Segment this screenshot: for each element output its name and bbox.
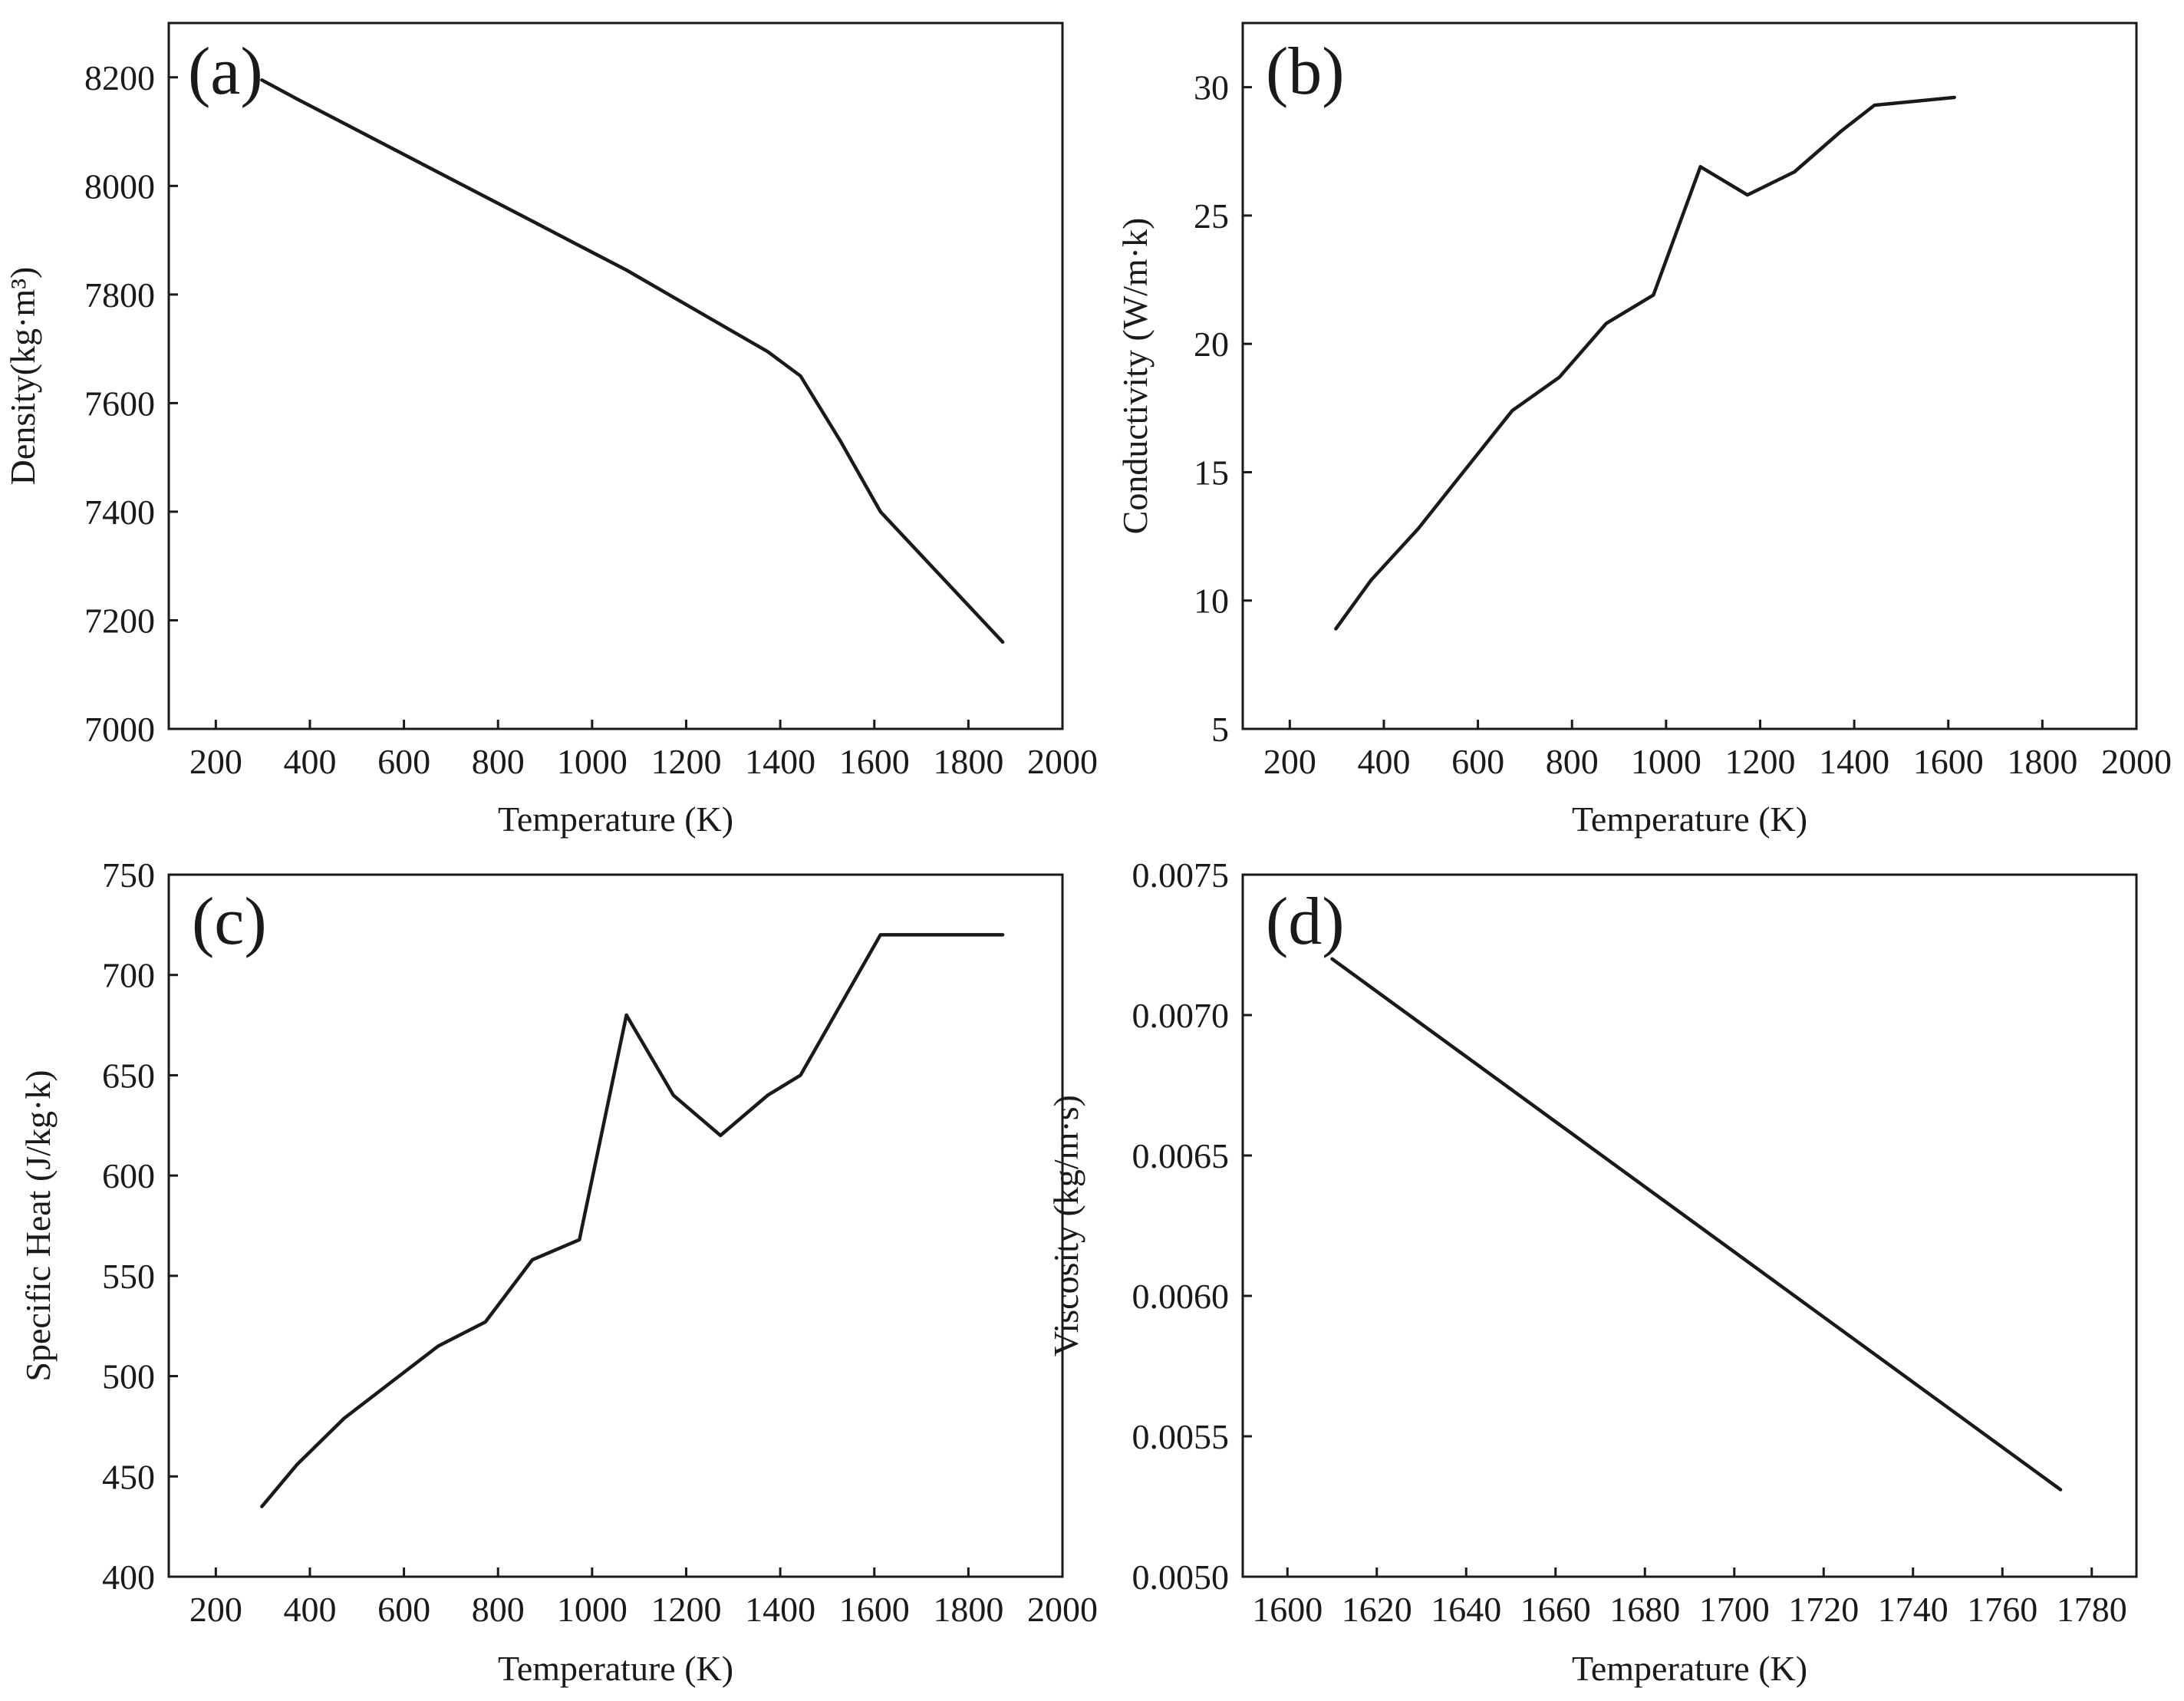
y-tick-label: 750 (102, 855, 155, 895)
y-tick-label: 20 (1194, 325, 1229, 364)
x-tick-label: 2000 (2101, 742, 2172, 781)
x-tick-label: 600 (377, 1590, 430, 1629)
plot-frame (167, 21, 1064, 730)
y-tick-label: 30 (1194, 68, 1229, 107)
x-tick-label: 1600 (1913, 742, 1984, 781)
x-tick-label: 1720 (1788, 1590, 1859, 1629)
y-tick-label: 8200 (84, 58, 155, 97)
y-tick-label: 450 (102, 1457, 155, 1496)
x-axis-label: Temperature (K) (498, 1649, 733, 1688)
x-tick-label: 400 (283, 742, 336, 781)
y-tick-label: 0.0070 (1132, 996, 1230, 1035)
x-tick-label: 1400 (745, 742, 815, 781)
x-tick-label: 1640 (1431, 1590, 1501, 1629)
x-tick-label: 2000 (1027, 742, 1098, 781)
panel-label: (b) (1266, 35, 1345, 109)
x-tick-label: 1000 (1631, 742, 1701, 781)
y-tick-label: 0.0050 (1132, 1558, 1230, 1597)
y-tick-label: 550 (102, 1257, 155, 1296)
x-tick-label: 1000 (557, 1590, 628, 1629)
x-tick-label: 1800 (933, 742, 1003, 781)
y-axis-label: Density(kg·m³) (3, 267, 42, 486)
panel-label: (d) (1266, 885, 1345, 959)
chart-panel-1: 200 400 600 800 1000 1200 1400 1600 1800 2000 7000… (3, 21, 1098, 839)
x-tick-label: 2000 (1027, 1590, 1098, 1629)
x-tick-label: 1680 (1609, 1590, 1680, 1629)
y-axis-label: Specific Heat (J/kg·k) (18, 1070, 58, 1381)
x-tick-label: 1800 (2007, 742, 2077, 781)
y-tick-label: 400 (102, 1558, 155, 1597)
x-tick-label: 1780 (2057, 1590, 2127, 1629)
x-tick-label: 400 (1357, 742, 1410, 781)
chart-panel-3: 200 400 600 800 1000 1200 1400 1600 1800 2000 400 4… (18, 855, 1098, 1688)
y-tick-label: 700 (102, 956, 155, 995)
x-tick-label: 1200 (651, 1590, 721, 1629)
x-tick-label: 1400 (745, 1590, 815, 1629)
x-tick-label: 800 (472, 1590, 525, 1629)
y-tick-label: 10 (1194, 582, 1229, 621)
x-tick-label: 1000 (557, 742, 628, 781)
x-tick-label: 1600 (839, 742, 910, 781)
y-tick-label: 7000 (84, 710, 155, 749)
y-tick-label: 7400 (84, 493, 155, 532)
x-tick-label: 1200 (651, 742, 721, 781)
y-tick-label: 5 (1211, 710, 1229, 749)
y-tick-label: 7600 (84, 384, 155, 423)
x-tick-label: 200 (189, 742, 242, 781)
chart-panel-4: 1600 1620 1640 1660 1680 1700 1720 1740 1760 1780… (1046, 855, 2138, 1688)
y-tick-label: 600 (102, 1156, 155, 1195)
x-tick-label: 200 (189, 1590, 242, 1629)
series-line-conductivity (1334, 95, 1956, 631)
x-tick-label: 800 (1546, 742, 1599, 781)
y-tick-label: 0.0065 (1132, 1136, 1230, 1175)
x-tick-label: 600 (377, 742, 430, 781)
x-tick-label: 200 (1263, 742, 1316, 781)
x-tick-label: 600 (1451, 742, 1504, 781)
y-tick-label: 25 (1194, 196, 1229, 236)
x-tick-label: 1600 (839, 1590, 910, 1629)
x-tick-label: 1760 (1967, 1590, 2037, 1629)
y-axis-label: Viscosity (kg/m·s) (1046, 1095, 1085, 1357)
y-tick-label: 0.0060 (1132, 1277, 1230, 1316)
y-tick-label: 500 (102, 1357, 155, 1396)
panel-label: (c) (192, 885, 267, 959)
plot-frame (1241, 21, 2138, 730)
x-tick-label: 800 (472, 742, 525, 781)
x-tick-label: 1800 (933, 1590, 1003, 1629)
series-line-density (260, 78, 1005, 644)
plot-frame (1241, 873, 2138, 1578)
y-axis-label: Conductivity (W/m·k) (1115, 218, 1155, 535)
x-tick-label: 1700 (1699, 1590, 1770, 1629)
chart-panel-2: 200 400 600 800 1000 1200 1400 1600 1800 2000 5 10 1… (1115, 21, 2172, 839)
x-tick-label: 1740 (1878, 1590, 1948, 1629)
y-tick-label: 0.0055 (1132, 1417, 1230, 1456)
y-tick-label: 7200 (84, 601, 155, 640)
y-tick-label: 650 (102, 1056, 155, 1095)
x-tick-label: 1400 (1819, 742, 1889, 781)
series-line-specific-heat (260, 933, 1005, 1508)
y-tick-label: 7800 (84, 275, 155, 315)
panel-label: (a) (188, 35, 263, 109)
y-tick-label: 8000 (84, 166, 155, 206)
plot-frame (167, 873, 1064, 1578)
series-line-viscosity (1330, 957, 2063, 1492)
x-tick-label: 1660 (1520, 1590, 1591, 1629)
x-axis-label: Temperature (K) (498, 799, 733, 839)
x-axis-label: Temperature (K) (1572, 1649, 1807, 1688)
x-tick-label: 400 (283, 1590, 336, 1629)
y-tick-label: 15 (1194, 453, 1229, 492)
x-tick-label: 1200 (1724, 742, 1795, 781)
x-axis-label: Temperature (K) (1572, 799, 1807, 839)
x-tick-label: 1620 (1342, 1590, 1412, 1629)
y-tick-label: 0.0075 (1132, 855, 1230, 895)
x-tick-label: 1600 (1252, 1590, 1323, 1629)
